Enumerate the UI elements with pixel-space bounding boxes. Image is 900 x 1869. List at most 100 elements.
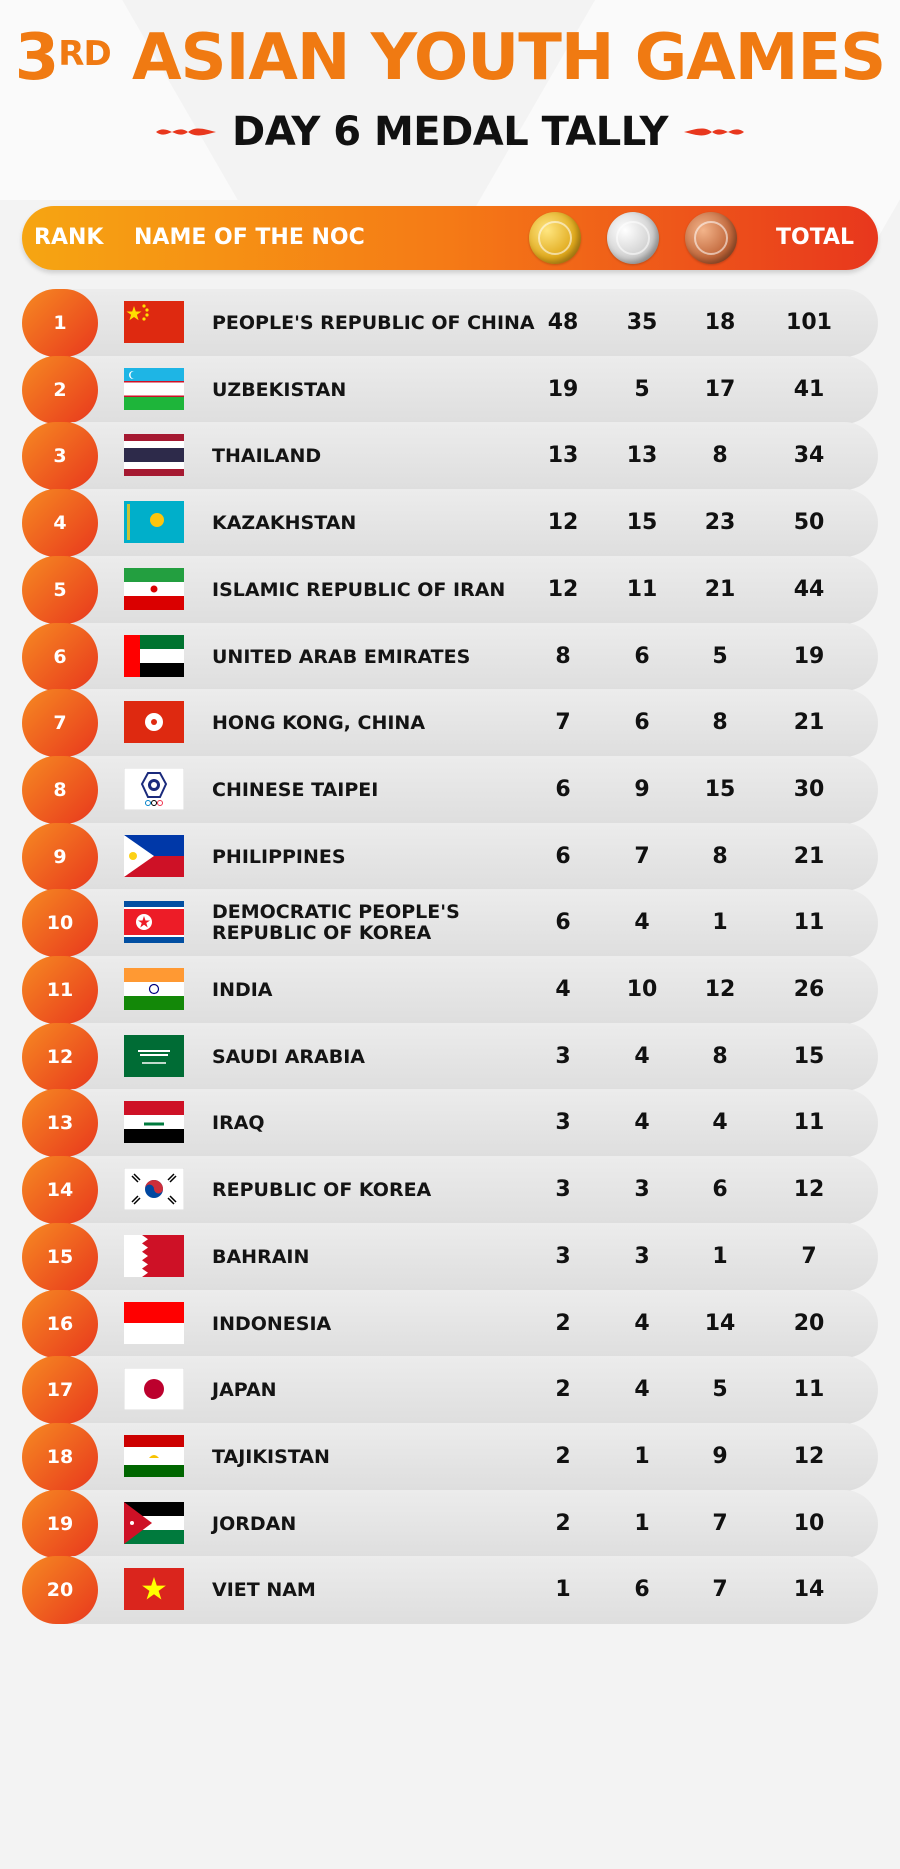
gold-count: 3 — [555, 1110, 571, 1135]
noc-name: SAUDI ARABIA — [212, 1045, 365, 1068]
bahrain-flag-icon — [124, 1235, 184, 1277]
rank-column-header: RANK — [34, 225, 104, 250]
total-column-header: TOTAL — [776, 225, 855, 250]
noc-name: UZBEKISTAN — [212, 378, 347, 401]
silver-count: 3 — [634, 1177, 650, 1202]
gold-count: 6 — [555, 910, 571, 935]
noc-name: VIET NAM — [212, 1578, 316, 1601]
korea-flag-icon — [124, 1168, 184, 1210]
page-title: 3RD ASIAN YOUTH GAMES — [0, 18, 900, 98]
silver-count: 1 — [634, 1511, 650, 1536]
noc-name: JAPAN — [212, 1378, 277, 1401]
gold-count: 12 — [547, 577, 579, 602]
table-row: 9 PHILIPPINES 6 7 8 21 — [22, 823, 878, 891]
silver-count: 4 — [634, 1311, 650, 1336]
philippines-flag-icon — [124, 835, 184, 877]
bronze-count: 1 — [712, 1244, 728, 1269]
bronze-count: 18 — [704, 310, 736, 335]
jordan-flag-icon — [124, 1502, 184, 1544]
rank-badge: 7 — [22, 689, 98, 757]
bronze-count: 21 — [704, 577, 736, 602]
silver-count: 6 — [634, 710, 650, 735]
bronze-count: 7 — [712, 1511, 728, 1536]
noc-name: DEMOCRATIC PEOPLE'S REPUBLIC OF KOREA — [212, 901, 460, 944]
table-row: 16 INDONESIA 2 4 14 20 — [22, 1290, 878, 1358]
indonesia-flag-icon — [124, 1302, 184, 1344]
chinese-taipei-flag-icon — [124, 768, 184, 810]
total-count: 101 — [786, 310, 832, 335]
table-row: 13 IRAQ 3 4 4 11 — [22, 1089, 878, 1157]
rank-badge: 14 — [22, 1156, 98, 1224]
title-ordinal-suffix: RD — [58, 34, 111, 74]
gold-count: 2 — [555, 1511, 571, 1536]
total-count: 11 — [793, 1377, 825, 1402]
rank-badge: 1 — [22, 289, 98, 357]
bronze-medal-icon — [685, 212, 737, 264]
swirl-left-icon — [155, 128, 216, 136]
silver-count: 15 — [626, 510, 658, 535]
bronze-count: 7 — [712, 1577, 728, 1602]
gold-count: 6 — [555, 844, 571, 869]
bronze-count: 12 — [704, 977, 736, 1002]
uzbekistan-flag-icon — [124, 368, 184, 410]
tajikistan-flag-icon — [124, 1435, 184, 1477]
silver-count: 3 — [634, 1244, 650, 1269]
bronze-count: 5 — [712, 644, 728, 669]
total-count: 11 — [793, 1110, 825, 1135]
total-count: 10 — [793, 1511, 825, 1536]
rank-badge: 2 — [22, 356, 98, 424]
bronze-count: 8 — [712, 1044, 728, 1069]
title-main: ASIAN YOUTH GAMES — [131, 21, 886, 95]
noc-name: ISLAMIC REPUBLIC OF IRAN — [212, 578, 506, 601]
gold-count: 48 — [547, 310, 579, 335]
bronze-count: 14 — [704, 1311, 736, 1336]
total-count: 26 — [793, 977, 825, 1002]
rank-badge: 15 — [22, 1223, 98, 1291]
noc-name: BAHRAIN — [212, 1245, 310, 1268]
rank-badge: 4 — [22, 489, 98, 557]
india-flag-icon — [124, 968, 184, 1010]
total-count: 50 — [793, 510, 825, 535]
noc-name: HONG KONG, CHINA — [212, 711, 426, 734]
total-count: 44 — [793, 577, 825, 602]
total-count: 20 — [793, 1311, 825, 1336]
noc-name: THAILAND — [212, 444, 322, 467]
title-ordinal: 3 — [14, 21, 60, 95]
table-row: 10 DEMOCRATIC PEOPLE'S REPUBLIC OF KOREA 6… — [22, 889, 878, 957]
gold-count: 3 — [555, 1044, 571, 1069]
silver-count: 11 — [626, 577, 658, 602]
total-count: 12 — [793, 1444, 825, 1469]
rank-badge: 11 — [22, 956, 98, 1024]
uae-flag-icon — [124, 635, 184, 677]
bronze-count: 8 — [712, 844, 728, 869]
gold-count: 3 — [555, 1177, 571, 1202]
table-row: 1 PEOPLE'S REPUBLIC OF CHINA 48 35 18 101 — [22, 289, 878, 357]
silver-count: 9 — [634, 777, 650, 802]
total-count: 12 — [793, 1177, 825, 1202]
rank-badge: 16 — [22, 1290, 98, 1358]
table-row: 7 HONG KONG, CHINA 7 6 8 21 — [22, 689, 878, 757]
table-row: 2 UZBEKISTAN 19 5 17 41 — [22, 356, 878, 424]
swirl-right-icon — [684, 128, 745, 136]
name-column-header: NAME OF THE NOC — [134, 225, 365, 250]
silver-count: 7 — [634, 844, 650, 869]
table-row: 4 KAZAKHSTAN 12 15 23 50 — [22, 489, 878, 557]
rank-badge: 10 — [22, 889, 98, 957]
total-count: 21 — [793, 844, 825, 869]
rank-badge: 9 — [22, 823, 98, 891]
bronze-count: 9 — [712, 1444, 728, 1469]
page-subtitle: DAY 6 MEDAL TALLY — [231, 109, 669, 155]
bronze-count: 6 — [712, 1177, 728, 1202]
total-count: 11 — [793, 910, 825, 935]
silver-count: 4 — [634, 1110, 650, 1135]
rank-badge: 18 — [22, 1423, 98, 1491]
total-count: 41 — [793, 377, 825, 402]
gold-count: 13 — [547, 443, 579, 468]
thailand-flag-icon — [124, 434, 184, 476]
bronze-count: 8 — [712, 443, 728, 468]
rank-badge: 13 — [22, 1089, 98, 1157]
rank-badge: 6 — [22, 623, 98, 691]
rank-badge: 12 — [22, 1023, 98, 1091]
table-row: 19 JORDAN 2 1 7 10 — [22, 1490, 878, 1558]
gold-count: 3 — [555, 1244, 571, 1269]
